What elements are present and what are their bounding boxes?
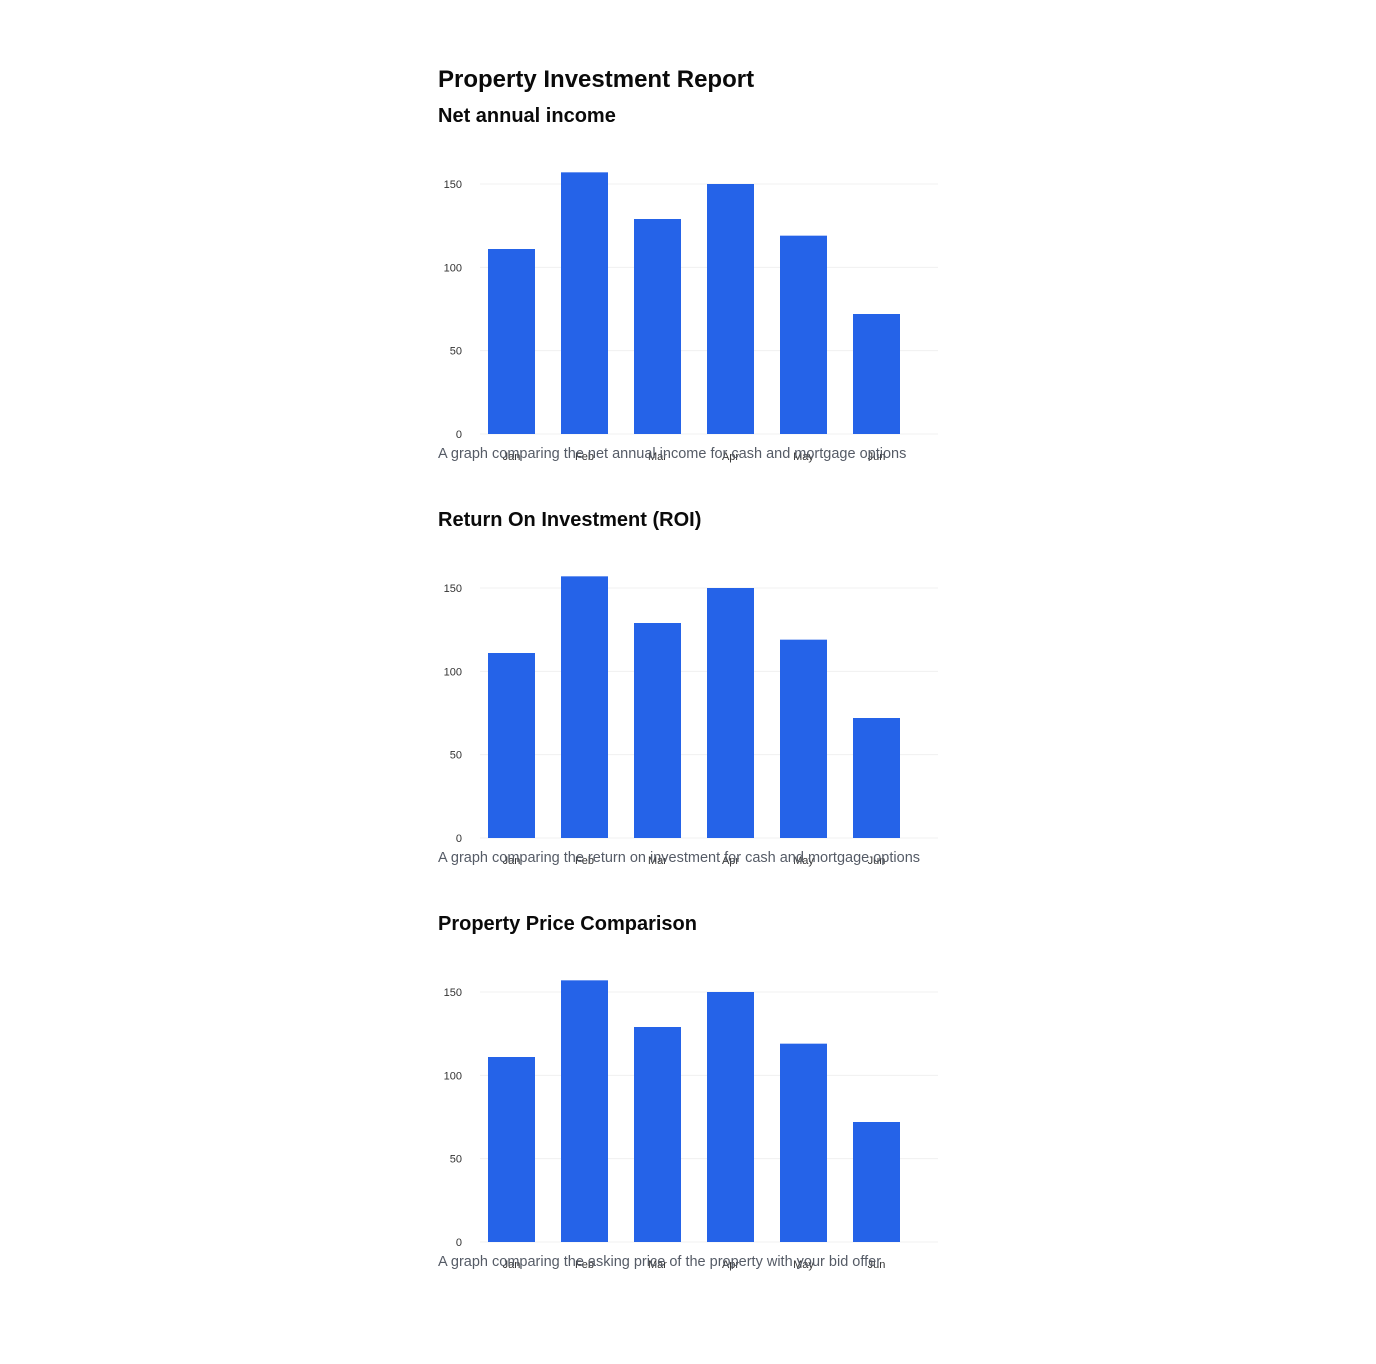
chart-caption: A graph comparing the net annual income … [438, 446, 907, 462]
property-price-comparison-chart: 0 50 100 150 Jan Feb Mar Apr May Jun [444, 980, 938, 1271]
x-tick-label: Feb [575, 855, 594, 867]
chart-title: Return On Investment (ROI) [438, 509, 702, 531]
chart-title: Net annual income [438, 105, 616, 127]
bar [780, 639, 827, 838]
y-tick-label: 0 [456, 429, 462, 441]
y-tick-label: 100 [444, 262, 462, 274]
x-tick-label: Jun [868, 1259, 886, 1271]
y-tick-label: 100 [444, 666, 462, 678]
y-tick-label: 150 [444, 179, 462, 191]
bar [488, 249, 535, 434]
x-tick-label: Mar [648, 451, 667, 463]
x-tick-label: Jun [868, 451, 886, 463]
chart-section-roi: Return On Investment (ROI) 0 50 100 150 Jan F… [438, 506, 958, 910]
bar [561, 576, 608, 838]
x-tick-label: May [793, 855, 814, 867]
y-tick-label: 0 [456, 1237, 462, 1249]
page-title: Property Investment Report [438, 66, 755, 93]
bar [780, 235, 827, 434]
bar [561, 980, 608, 1242]
chart-section-net-annual-income: Net annual income 0 50 100 150 Jan Feb Mar Apr M… [438, 102, 958, 506]
y-tick-label: 50 [450, 346, 462, 358]
chart-caption: A graph comparing the return on investme… [438, 850, 921, 866]
y-tick-label: 0 [456, 833, 462, 845]
bar [853, 1122, 900, 1242]
bar [853, 718, 900, 838]
chart-section-property-price-comparison: Property Price Comparison 0 50 100 150 Jan Fe… [438, 910, 958, 1314]
report: Property Investment Report Net annual in… [438, 58, 958, 1314]
chart-title: Property Price Comparison [438, 913, 697, 935]
x-tick-label: Apr [722, 1259, 739, 1271]
x-tick-label: Mar [648, 855, 667, 867]
x-tick-label: Jan [503, 1259, 521, 1271]
y-tick-label: 150 [444, 987, 462, 999]
x-tick-label: Jan [503, 451, 521, 463]
x-tick-label: Apr [722, 855, 739, 867]
bar [780, 1043, 827, 1242]
y-tick-label: 50 [450, 1154, 462, 1166]
bar [488, 653, 535, 838]
x-tick-label: Feb [575, 451, 594, 463]
bar [634, 1027, 681, 1242]
x-tick-label: Mar [648, 1259, 667, 1271]
bar [707, 588, 754, 838]
bar [707, 184, 754, 434]
x-tick-label: Jan [503, 855, 521, 867]
bar [634, 623, 681, 838]
bar [488, 1057, 535, 1242]
bar [561, 172, 608, 435]
bar [634, 219, 681, 434]
net-annual-income-chart: 0 50 100 150 Jan Feb Mar Apr May Jun [444, 172, 938, 463]
x-tick-label: May [793, 1259, 814, 1271]
chart-caption: A graph comparing the asking price of th… [438, 1254, 882, 1270]
x-tick-label: Jun [868, 855, 886, 867]
bar [707, 992, 754, 1242]
x-tick-label: Feb [575, 1259, 594, 1271]
roi-chart: 0 50 100 150 Jan Feb Mar Apr May Jun [444, 576, 938, 867]
x-tick-label: May [793, 451, 814, 463]
y-tick-label: 150 [444, 583, 462, 595]
y-tick-label: 50 [450, 750, 462, 762]
x-tick-label: Apr [722, 451, 739, 463]
y-tick-label: 100 [444, 1070, 462, 1082]
bar [853, 314, 900, 434]
